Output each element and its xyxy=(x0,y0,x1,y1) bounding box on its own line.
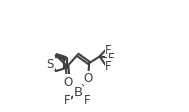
Text: F: F xyxy=(105,59,112,72)
Text: O: O xyxy=(84,72,93,85)
Text: F: F xyxy=(84,93,90,106)
Text: S: S xyxy=(47,57,54,70)
Text: F: F xyxy=(108,52,114,65)
Text: F: F xyxy=(105,44,112,57)
Text: O: O xyxy=(64,75,73,88)
Text: F: F xyxy=(64,93,70,106)
Text: B: B xyxy=(74,85,83,98)
